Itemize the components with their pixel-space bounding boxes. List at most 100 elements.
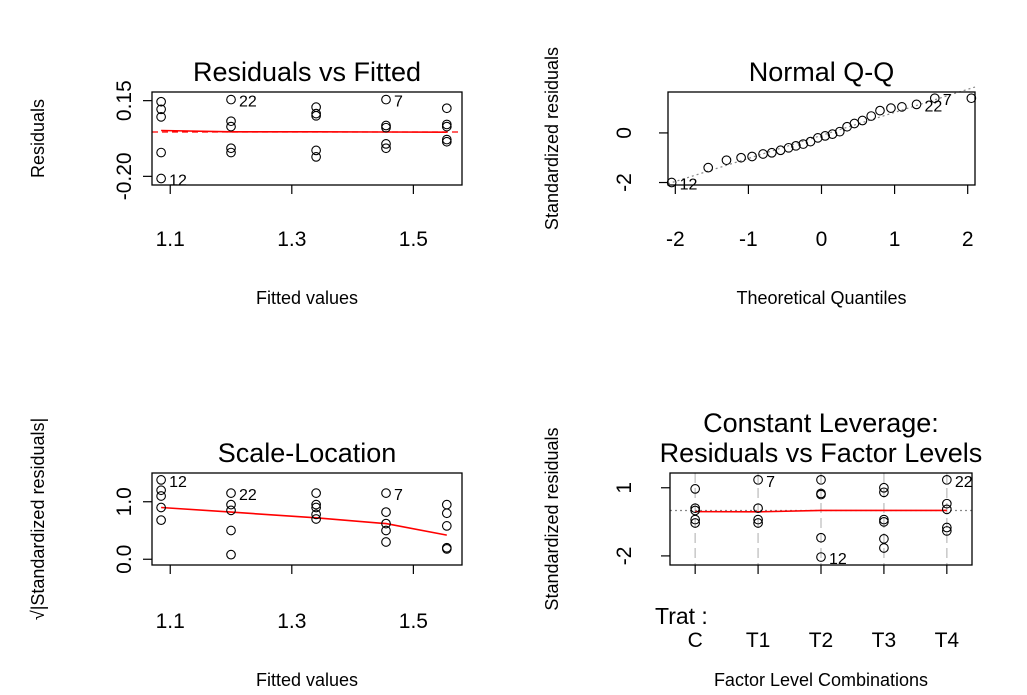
smoother-line: [695, 509, 947, 513]
data-point-17: [849, 118, 860, 129]
point-label-0: 22: [239, 94, 257, 111]
point-label-2: 7: [943, 92, 952, 109]
plot-subtitle: Residuals vs Factor Levels: [660, 438, 983, 468]
point-label-1: 22: [955, 474, 973, 491]
x-tick-label-1: T1: [746, 629, 771, 652]
smoother-line: [161, 506, 447, 536]
y-tick-label-0: -2: [613, 547, 636, 566]
data-point-21: [441, 508, 452, 519]
data-point-22: [441, 121, 452, 132]
point-label-0: 12: [169, 474, 187, 491]
x-axis-label: Fitted values: [256, 288, 358, 308]
data-point-1: [156, 485, 166, 496]
data-point-22: [441, 521, 452, 531]
data-point-6: [766, 147, 777, 158]
data-point-14: [311, 152, 321, 162]
data-point-8: [226, 525, 236, 536]
data-point-7: [775, 145, 786, 156]
x-tick-label-0: 1.1: [156, 228, 185, 251]
x-tick-label-1: -1: [739, 228, 758, 251]
data-point-21: [886, 103, 896, 113]
x-tick-label-2: T2: [809, 629, 834, 652]
data-point-20: [441, 103, 452, 114]
point-label-2: 7: [394, 487, 403, 504]
data-point-24: [929, 93, 940, 104]
data-point-17: [879, 516, 889, 527]
y-tick-label-0: -2: [613, 173, 636, 192]
data-point-24: [441, 136, 452, 147]
x-tick-label-1: 1.3: [277, 610, 306, 633]
point-label-2: 12: [169, 173, 187, 190]
x-tick-label-0: C: [688, 629, 703, 652]
x-tick-label-2: 0: [816, 228, 828, 251]
y-tick-label-0: -0.20: [113, 152, 136, 200]
data-point-23: [941, 522, 952, 533]
data-point-7: [226, 121, 236, 132]
y-tick-label-1: 1.0: [113, 487, 136, 516]
data-point-20: [875, 105, 885, 116]
data-point-24: [941, 526, 952, 536]
data-point-15: [381, 488, 391, 498]
data-point-19: [879, 543, 889, 553]
smoother-line: [161, 129, 447, 134]
data-point-18: [381, 139, 391, 149]
data-point-4: [156, 173, 166, 184]
data-point-16: [381, 120, 391, 131]
x-tick-label-0: 1.1: [156, 610, 185, 633]
data-point-14: [827, 129, 838, 140]
y-tick-label-0: 0.0: [113, 545, 136, 574]
x-tick-label-4: 2: [962, 228, 974, 251]
residuals-vs-factor-levels-plot: 7 22 12 C T1 T2 T3 T4 -2 1 Constant Leverage:Resid…: [542, 408, 982, 690]
data-point-9: [791, 140, 801, 151]
data-point-13: [311, 509, 321, 520]
data-point-4: [156, 515, 166, 526]
data-point-23: [911, 99, 922, 110]
y-axis-label: Standardized residuals: [542, 427, 562, 610]
data-point-0: [690, 484, 701, 494]
data-point-4: [690, 518, 701, 528]
plot-title: Constant Leverage:: [703, 408, 939, 438]
data-point-0: [156, 96, 166, 107]
data-point-12: [812, 133, 823, 143]
data-point-10: [798, 139, 809, 149]
data-point-17: [381, 518, 391, 529]
factor-name-label: Trat :: [655, 603, 708, 629]
data-point-9: [226, 147, 236, 158]
plot-title: Residuals vs Fitted: [193, 57, 421, 87]
y-axis-label: √|Standardized residuals|: [28, 418, 48, 620]
x-tick-label-2: 1.5: [399, 228, 428, 251]
data-point-5: [753, 474, 763, 485]
data-point-7: [753, 514, 763, 525]
data-point-23: [441, 134, 452, 145]
data-point-13: [311, 145, 321, 156]
data-point-20: [941, 474, 952, 485]
data-point-18: [857, 115, 868, 126]
y-axis-label: Standardized residuals: [542, 47, 562, 230]
data-point-15: [879, 487, 889, 498]
data-point-6: [753, 503, 763, 514]
data-point-2: [156, 112, 166, 122]
data-point-24: [441, 544, 452, 554]
data-point-20: [441, 499, 452, 510]
data-point-8: [783, 142, 794, 153]
data-point-12: [311, 110, 321, 121]
data-point-21: [941, 498, 952, 509]
y-axis-label: Residuals: [28, 99, 48, 178]
data-point-5: [758, 149, 768, 159]
plot-frame: [151, 472, 463, 566]
data-point-19: [381, 537, 391, 547]
data-point-6: [226, 116, 236, 127]
x-axis-label: Factor Level Combinations: [714, 670, 928, 690]
point-label-0: 7: [766, 474, 775, 491]
plot-title: Scale-Location: [218, 438, 397, 468]
data-point-19: [381, 143, 391, 154]
plot-title: Normal Q-Q: [749, 57, 895, 87]
x-tick-label-2: 1.5: [399, 610, 428, 633]
data-point-5: [226, 94, 236, 105]
data-point-16: [381, 507, 391, 517]
data-point-0: [156, 475, 166, 485]
point-label-1: 7: [394, 94, 403, 111]
data-point-1: [690, 503, 701, 514]
